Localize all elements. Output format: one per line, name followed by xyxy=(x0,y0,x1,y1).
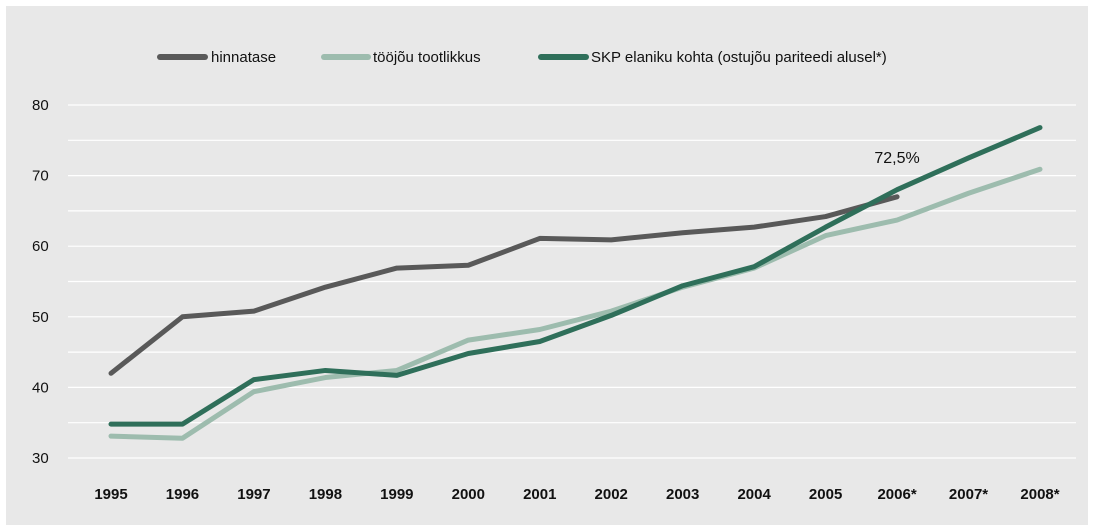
x-tick-label: 2004 xyxy=(737,486,771,503)
x-tick-label: 2006* xyxy=(877,486,916,503)
y-axis: 30 40 50 60 70 80 xyxy=(32,97,49,467)
series-lines xyxy=(108,125,1043,441)
x-tick-label: 1998 xyxy=(309,486,342,503)
x-tick-label: 2001 xyxy=(523,486,556,503)
y-tick-label: 40 xyxy=(32,379,49,396)
x-axis: 1995 1996 1997 1998 1999 2000 2001 2002 2003 2004… xyxy=(94,486,1059,503)
x-tick-label: 1999 xyxy=(380,486,413,503)
chart-panel: 30 40 50 60 70 80 1995 1996 1997 1998 1999 2000 200… xyxy=(6,6,1088,525)
series-line-2 xyxy=(108,125,1043,427)
y-tick-label: 70 xyxy=(32,168,49,185)
x-tick-label: 1995 xyxy=(94,486,127,503)
x-tick-label: 2002 xyxy=(595,486,628,503)
gridlines xyxy=(68,104,1076,459)
legend-label: SKP elaniku kohta (ostujõu pariteedi alu… xyxy=(591,49,887,66)
x-tick-label: 2003 xyxy=(666,486,699,503)
y-tick-label: 30 xyxy=(32,450,49,467)
annotations: 72,5% xyxy=(874,150,919,167)
series-line-1 xyxy=(108,166,1043,441)
legend: hinnatase tööjõu tootlikkus SKP elaniku ko… xyxy=(157,49,887,66)
x-tick-label: 2008* xyxy=(1020,486,1059,503)
x-tick-label: 2005 xyxy=(809,486,842,503)
y-tick-label: 60 xyxy=(32,238,49,255)
x-tick-label: 2007* xyxy=(949,486,988,503)
y-tick-label: 50 xyxy=(32,309,49,326)
legend-label: tööjõu tootlikkus xyxy=(373,49,481,66)
legend-label: hinnatase xyxy=(211,49,276,66)
line-chart: 30 40 50 60 70 80 1995 1996 1997 1998 1999 2000 200… xyxy=(32,49,1076,503)
series-line-0 xyxy=(108,194,900,376)
x-tick-label: 2000 xyxy=(452,486,485,503)
x-tick-label: 1996 xyxy=(166,486,199,503)
x-tick-label: 1997 xyxy=(237,486,270,503)
data-label: 72,5% xyxy=(874,150,919,167)
y-tick-label: 80 xyxy=(32,97,49,114)
